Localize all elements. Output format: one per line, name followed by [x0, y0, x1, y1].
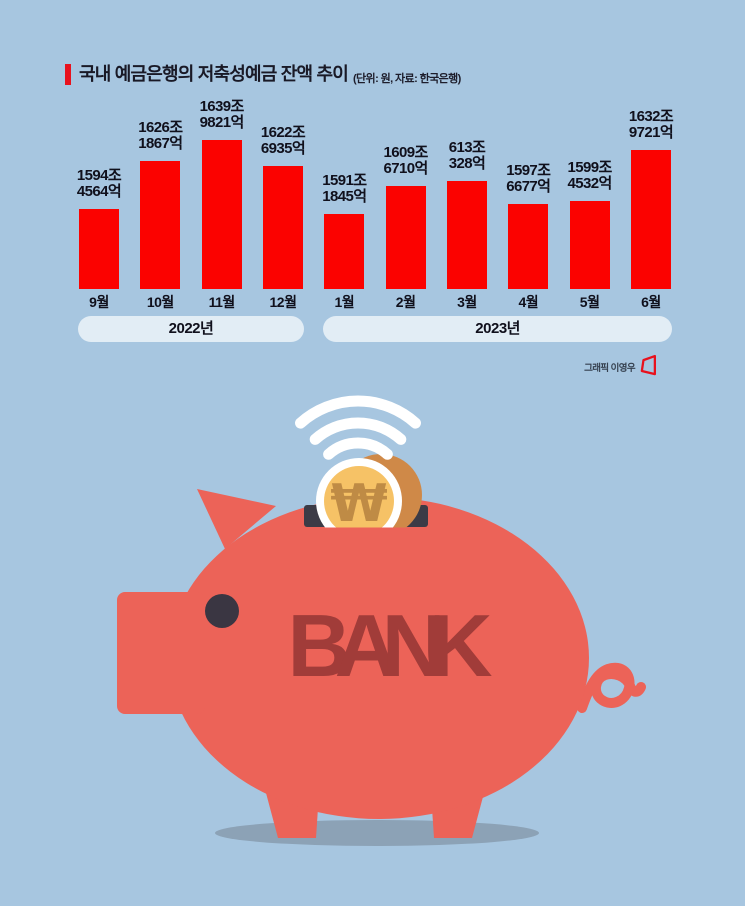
bar-value-line: 6677억	[506, 178, 551, 195]
pig-snout	[117, 592, 205, 714]
wifi-arc-medium	[309, 417, 407, 445]
bar-value-line: 6935억	[260, 140, 306, 157]
bar-value-line: 1591조	[322, 172, 367, 189]
year-band: 2022년	[78, 316, 304, 342]
wifi-signal-icon	[295, 395, 421, 460]
bar	[201, 140, 242, 289]
bar-value-line: 1626조	[138, 119, 183, 136]
bar-value-label: 1591조 1845억	[289, 173, 399, 205]
bar-value-line: 1632조	[628, 108, 674, 125]
bar-value-label: 1639조 9821억	[167, 99, 277, 131]
wifi-arc-small	[323, 437, 393, 460]
bar-value-line: 1599조	[567, 159, 613, 176]
bar	[446, 181, 487, 289]
bar	[569, 201, 610, 289]
bar-value-line: 328억	[448, 155, 486, 172]
bar	[324, 214, 365, 289]
chart-title: 국내 예금은행의 저축성예금 잔액 추이	[79, 64, 349, 84]
coin-face	[324, 466, 394, 528]
month-label: 3월	[457, 294, 477, 310]
bar	[630, 150, 671, 289]
month-label: 1월	[334, 294, 355, 310]
bar-value-label: 1609조 6710억	[351, 145, 461, 177]
month-label: 5월	[579, 294, 600, 310]
bar-value-line: 1867억	[138, 135, 183, 152]
bar	[79, 209, 119, 289]
pig-eye	[205, 594, 239, 628]
chart-subtitle: (단위: 원, 자료: 한국은행)	[352, 73, 461, 85]
bar-value-label: 1626조 1867억	[105, 120, 215, 152]
bar-value-line: 1597조	[506, 162, 551, 179]
bar	[262, 166, 303, 289]
bar-value-line: 1622조	[260, 124, 306, 141]
piggy-bank-illustration: BANK ₩	[117, 395, 646, 846]
bar-chart: 1594조 4564억 9월 1626조 1867억 10월 1639조 9821억 11월 16…	[0, 0, 745, 350]
bar-value-line: 6710억	[383, 160, 429, 177]
title-accent-bar	[65, 64, 71, 85]
bar	[508, 204, 549, 289]
bar-value-label: 1599조 4532억	[535, 160, 645, 192]
month-label: 6월	[641, 294, 661, 310]
chart-header: 국내 예금은행의 저축성예금 잔액 추이 (단위: 원, 자료: 한국은행)	[65, 62, 461, 86]
bar	[385, 186, 426, 289]
pig-ear	[197, 489, 276, 549]
bar-value-label: 1597조 6677억	[473, 163, 583, 195]
bar-value-label: 1594조 4564억	[44, 168, 154, 200]
coin: ₩	[316, 454, 422, 534]
month-label: 4월	[518, 294, 539, 310]
month-label: 9월	[89, 294, 109, 310]
pig-shadow	[215, 820, 539, 846]
bar-value-line: 1639조	[199, 98, 245, 115]
year-band: 2023년	[323, 316, 672, 342]
pig-body	[169, 497, 589, 819]
credit: 그래픽 이영우	[0, 353, 658, 380]
wifi-arc-large	[295, 395, 421, 429]
pig-tail	[577, 662, 646, 713]
bar-value-line: 1609조	[383, 144, 429, 161]
publisher-logo-icon	[640, 354, 657, 376]
credit-text: 그래픽 이영우	[584, 362, 635, 374]
bar-value-label: 613조 328억	[412, 140, 522, 172]
bar-value-line: 1594조	[76, 167, 122, 184]
month-label: 2월	[395, 294, 416, 310]
month-label: 12월	[269, 294, 297, 310]
bar-value-label: 1632조 9721억	[596, 109, 706, 141]
bar	[140, 161, 181, 289]
bar-value-line: 1845억	[322, 188, 367, 205]
bar-value-line: 4532억	[567, 175, 613, 192]
bank-text: BANK	[288, 596, 493, 695]
bar-value-line: 4564억	[76, 183, 122, 200]
bar-value-label: 1622조 6935억	[228, 125, 338, 157]
bar-value-line: 9721억	[628, 124, 674, 141]
bar-value-line: 613조	[448, 139, 486, 156]
won-symbol: ₩	[330, 474, 387, 534]
month-label: 10월	[146, 294, 174, 310]
bar-value-line: 9821억	[199, 114, 245, 131]
month-label: 11월	[208, 294, 236, 310]
